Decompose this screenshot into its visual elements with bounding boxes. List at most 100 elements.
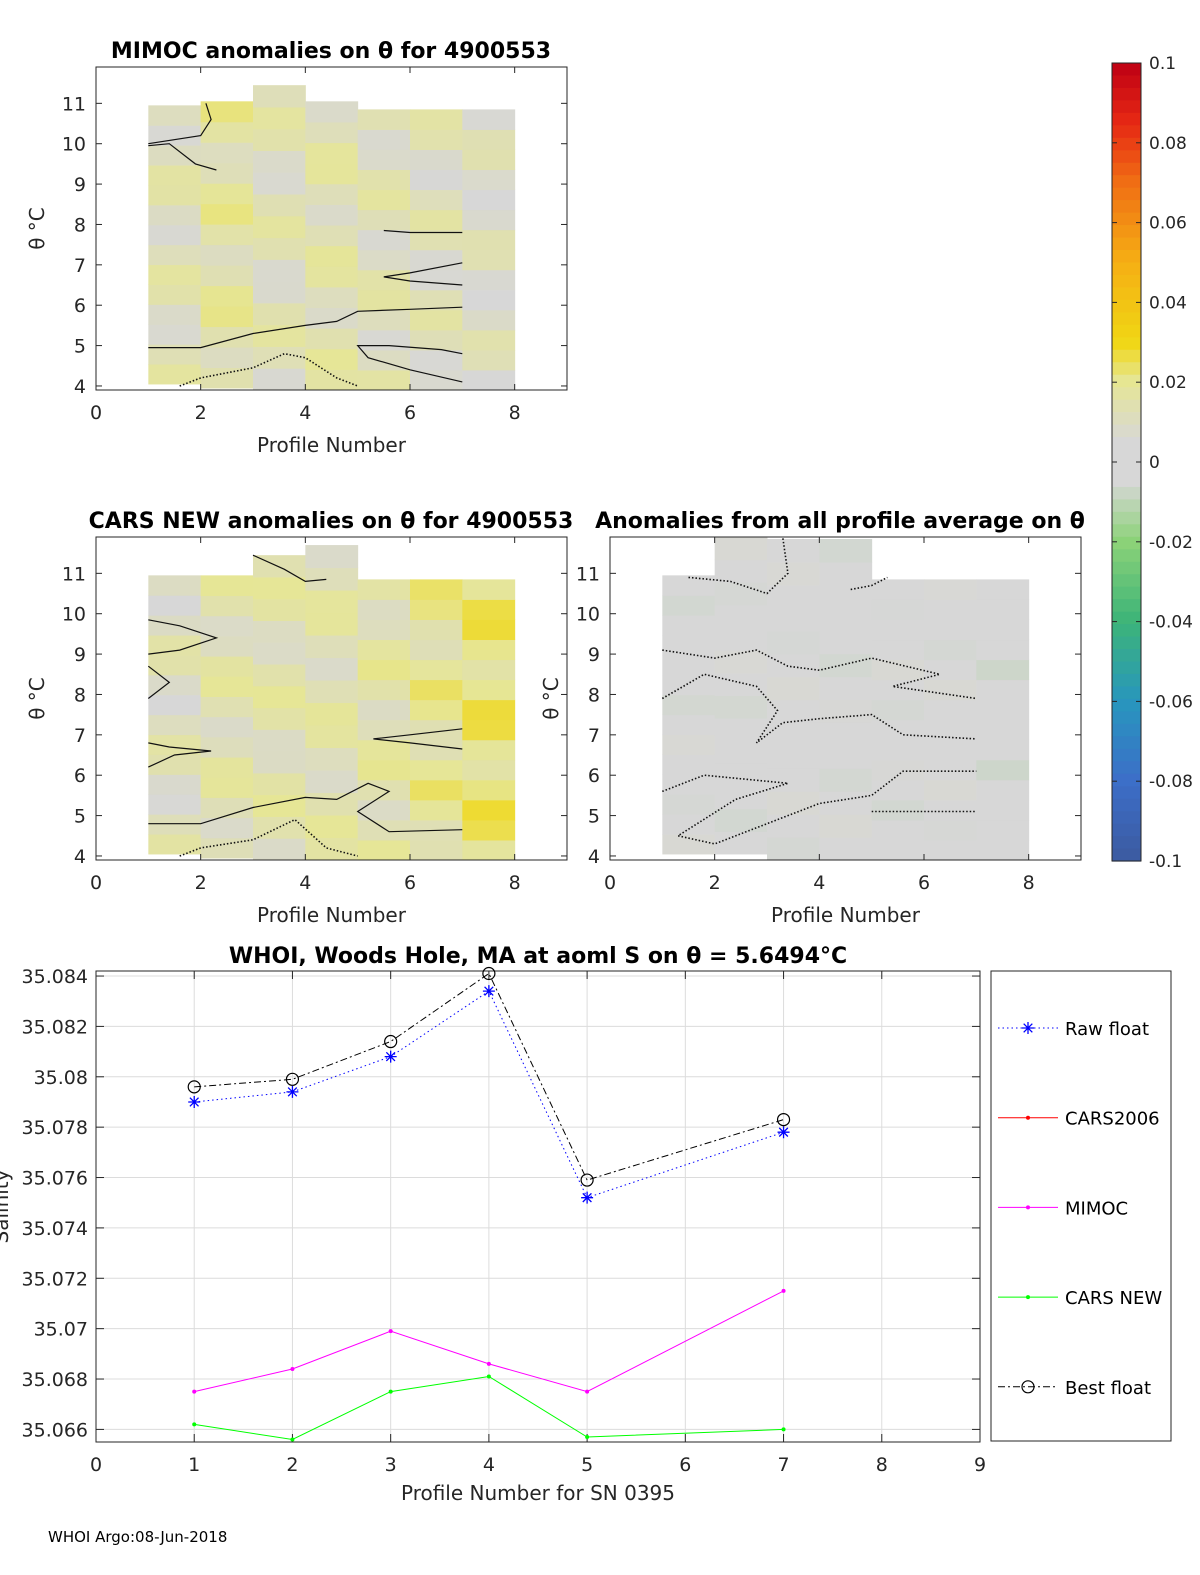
heatmap-cell bbox=[410, 149, 463, 171]
colorbar-segment bbox=[1112, 711, 1141, 725]
y-tick-label: 11 bbox=[62, 563, 86, 585]
heatmap-cell bbox=[357, 209, 411, 231]
heatmap-cell bbox=[305, 245, 359, 267]
colorbar-segment bbox=[1112, 811, 1141, 825]
colorbar-segment bbox=[1112, 150, 1141, 164]
heatmap-cell bbox=[253, 576, 306, 600]
colorbar-segment bbox=[1112, 723, 1141, 737]
x-tick-label: 4 bbox=[299, 402, 311, 424]
heatmap-cell bbox=[305, 725, 359, 749]
colorbar-segment bbox=[1112, 499, 1141, 513]
heatmap-cell bbox=[871, 779, 925, 801]
chart-title: CARS NEW anomalies on θ for 4900553 bbox=[89, 509, 574, 534]
x-axis-label: Profile Number bbox=[257, 433, 407, 457]
data-point-dot bbox=[486, 1361, 491, 1366]
y-tick-label: 8 bbox=[588, 684, 600, 706]
data-point-star bbox=[384, 1050, 397, 1063]
colorbar-segment bbox=[1112, 75, 1141, 89]
heatmap-cell bbox=[357, 599, 411, 620]
heatmap-cell bbox=[819, 837, 873, 861]
colorbar-segment bbox=[1112, 337, 1141, 351]
heatmap-cell bbox=[148, 204, 202, 226]
contour-line bbox=[148, 619, 219, 655]
heatmap-cell bbox=[714, 582, 768, 606]
heatmap-cell bbox=[253, 128, 306, 151]
x-tick-label: 0 bbox=[90, 872, 102, 894]
data-point-circle bbox=[776, 1113, 791, 1127]
heatmap-cell bbox=[253, 281, 306, 304]
heatmap-cell bbox=[462, 109, 516, 130]
heatmap-cell bbox=[462, 599, 516, 620]
y-tick-label: 7 bbox=[74, 255, 86, 277]
axes-box bbox=[95, 970, 981, 1443]
colorbar-segment bbox=[1112, 599, 1141, 613]
heatmap-cell bbox=[767, 630, 820, 655]
colorbar-segment bbox=[1112, 125, 1141, 139]
colorbar-segment bbox=[1112, 200, 1141, 214]
colorbar-segment bbox=[1112, 773, 1141, 787]
heatmap-cell bbox=[200, 656, 254, 677]
heatmap-cell bbox=[357, 129, 411, 150]
heatmap-cell bbox=[253, 664, 306, 687]
data-point-star bbox=[188, 1095, 201, 1108]
x-tick-label: 4 bbox=[813, 872, 825, 894]
heatmap-cell bbox=[976, 619, 1030, 641]
heatmap-cell bbox=[410, 229, 463, 251]
heatmap-cell bbox=[410, 349, 463, 371]
heatmap-cell bbox=[357, 309, 411, 331]
heatmap-cell bbox=[305, 142, 359, 164]
y-tick-label: 9 bbox=[74, 174, 86, 196]
heatmap-cell bbox=[462, 209, 516, 231]
heatmap-cell bbox=[819, 607, 873, 632]
axes-box bbox=[95, 536, 568, 861]
heatmap-cell bbox=[410, 639, 463, 661]
y-tick-label: 35.072 bbox=[22, 1268, 88, 1290]
heatmap-cell bbox=[662, 734, 716, 755]
y-tick-label: 35.084 bbox=[22, 966, 88, 988]
heatmap-cell bbox=[253, 751, 306, 774]
colorbar-segment bbox=[1112, 387, 1141, 401]
heatmap-cell bbox=[357, 679, 411, 701]
heatmap-cell bbox=[200, 757, 254, 778]
heatmap-cell bbox=[253, 838, 306, 861]
heatmap-cell bbox=[305, 183, 359, 205]
series-layer bbox=[187, 966, 791, 1442]
heatmap-cell bbox=[871, 819, 925, 841]
heatmap-cell bbox=[305, 121, 359, 144]
contour-line bbox=[148, 742, 212, 768]
colorbar-segment bbox=[1112, 162, 1141, 176]
heatmap-cell bbox=[924, 719, 977, 741]
x-tick-label: 2 bbox=[286, 1454, 298, 1476]
axes-box bbox=[609, 536, 1082, 861]
legend-label: CARS NEW bbox=[1065, 1288, 1162, 1309]
heatmap-cell bbox=[462, 309, 516, 331]
heatmap-cell bbox=[871, 639, 925, 661]
heatmap-cell bbox=[357, 109, 411, 130]
data-point-circle bbox=[384, 1034, 398, 1049]
heatmap-cell bbox=[357, 619, 411, 641]
heatmap-cell bbox=[200, 162, 254, 184]
data-point-circle bbox=[285, 1072, 300, 1086]
data-point-dot bbox=[1026, 1295, 1030, 1300]
heatmap-cell bbox=[924, 659, 977, 681]
heatmap-cell bbox=[767, 607, 820, 632]
heatmap-cell bbox=[924, 579, 977, 600]
heatmap-cell bbox=[976, 659, 1030, 681]
colorbar-segment bbox=[1112, 611, 1141, 625]
heatmap-cell bbox=[819, 653, 873, 678]
heatmap-cell bbox=[253, 368, 306, 391]
heatmap-cell bbox=[924, 779, 977, 801]
heatmap-cell bbox=[253, 707, 306, 730]
x-tick-label: 8 bbox=[509, 402, 521, 424]
heatmap-cell bbox=[924, 599, 977, 620]
y-tick-label: 35.08 bbox=[34, 1067, 88, 1089]
heatmap-cell bbox=[976, 759, 1030, 781]
heatmap-cell bbox=[305, 680, 359, 704]
heatmap-cell bbox=[148, 674, 202, 696]
heatmap-cell bbox=[357, 799, 411, 821]
colorbar-tick-label: -0.04 bbox=[1149, 613, 1193, 633]
colorbar-segment bbox=[1112, 349, 1141, 363]
heatmap-cell bbox=[714, 831, 768, 855]
heatmap-cell bbox=[148, 595, 202, 616]
heatmap-cell bbox=[924, 799, 977, 821]
